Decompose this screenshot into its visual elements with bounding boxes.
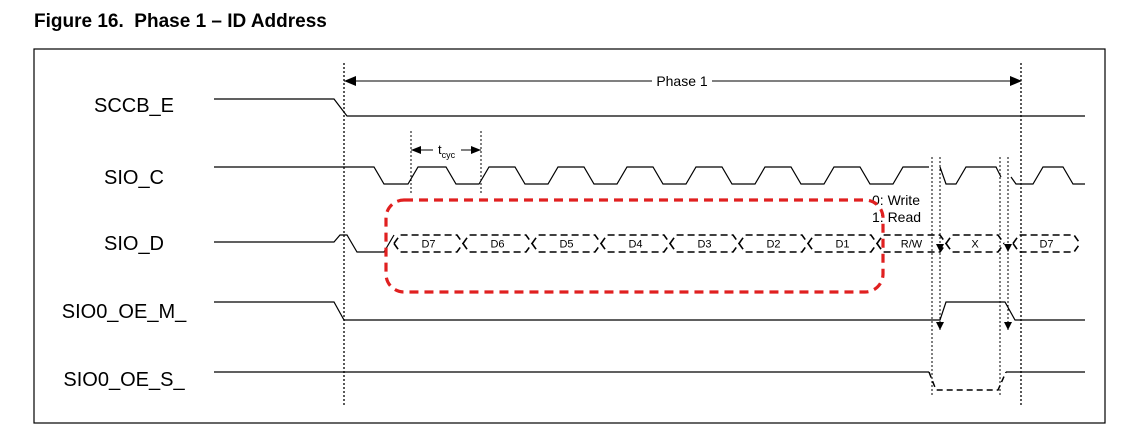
sio-d-bit-label: D7	[421, 239, 435, 251]
sio-d-start	[214, 234, 395, 253]
sio-c-waveform	[214, 166, 929, 185]
sio-d-bit-label: R/W	[901, 239, 923, 251]
phase-label: Phase 1	[656, 73, 708, 89]
sio0-oe-m-waveform	[214, 301, 1085, 321]
sio-d-bit-label: D1	[835, 239, 849, 251]
sio-d-bit-cell	[1012, 234, 1081, 253]
sccb-e-waveform	[214, 98, 1085, 117]
signal-label-sio0-oe-s: SIO0_OE_S_	[63, 369, 185, 391]
sio-c-waveform-tail-a	[939, 166, 1002, 185]
signal-label-sio-d: SIO_D	[104, 233, 164, 255]
signal-label-sccb-e: SCCB_E	[94, 95, 174, 117]
sio-d-bit-cell	[531, 234, 602, 253]
tcyc-label: tcyc	[438, 142, 456, 160]
rw-note-read: 1: Read	[872, 209, 921, 225]
address-bits-highlight	[384, 198, 885, 294]
signal-label-sio-c: SIO_C	[104, 167, 164, 189]
sio-d-bit-label: D2	[766, 239, 780, 251]
sio-d-bit-cell	[876, 234, 947, 253]
sio-c-waveform-tail-b	[1010, 166, 1085, 185]
rw-note-write: 0: Write	[872, 192, 920, 208]
sio0-oe-s-slave-drive	[928, 371, 1007, 391]
sio-d-bit-cell	[600, 234, 671, 253]
sio-d-bit-cell	[945, 234, 1005, 253]
tcyc-marker	[410, 131, 482, 193]
sio-d-bit-label: D5	[559, 239, 573, 251]
sio-d-bit-cell	[462, 234, 533, 253]
sio-d-bit-label: D4	[628, 239, 642, 251]
sio-d-bit-cell	[393, 234, 464, 253]
figure-title: Figure 16. Phase 1 – ID Address	[34, 11, 327, 32]
sio-d-bit-label: D3	[697, 239, 711, 251]
turnaround-markers	[931, 157, 1012, 395]
phase-arrow	[344, 76, 1022, 86]
sio-d-bit-cells: D7 D6 D5 D4 D3 D2 D1 R/W X D7	[393, 234, 1081, 253]
sio-d-bit-label: X	[971, 239, 979, 251]
sio-d-bit-cell	[807, 234, 878, 253]
signal-label-sio0-oe-m: SIO0_OE_M_	[62, 301, 187, 323]
sio-d-bit-cell	[669, 234, 740, 253]
diagram-frame	[33, 48, 1106, 424]
sio-d-bit-label: D7	[1039, 239, 1053, 251]
sio-d-bit-cell	[738, 234, 809, 253]
sio-d-bit-label: D6	[490, 239, 504, 251]
